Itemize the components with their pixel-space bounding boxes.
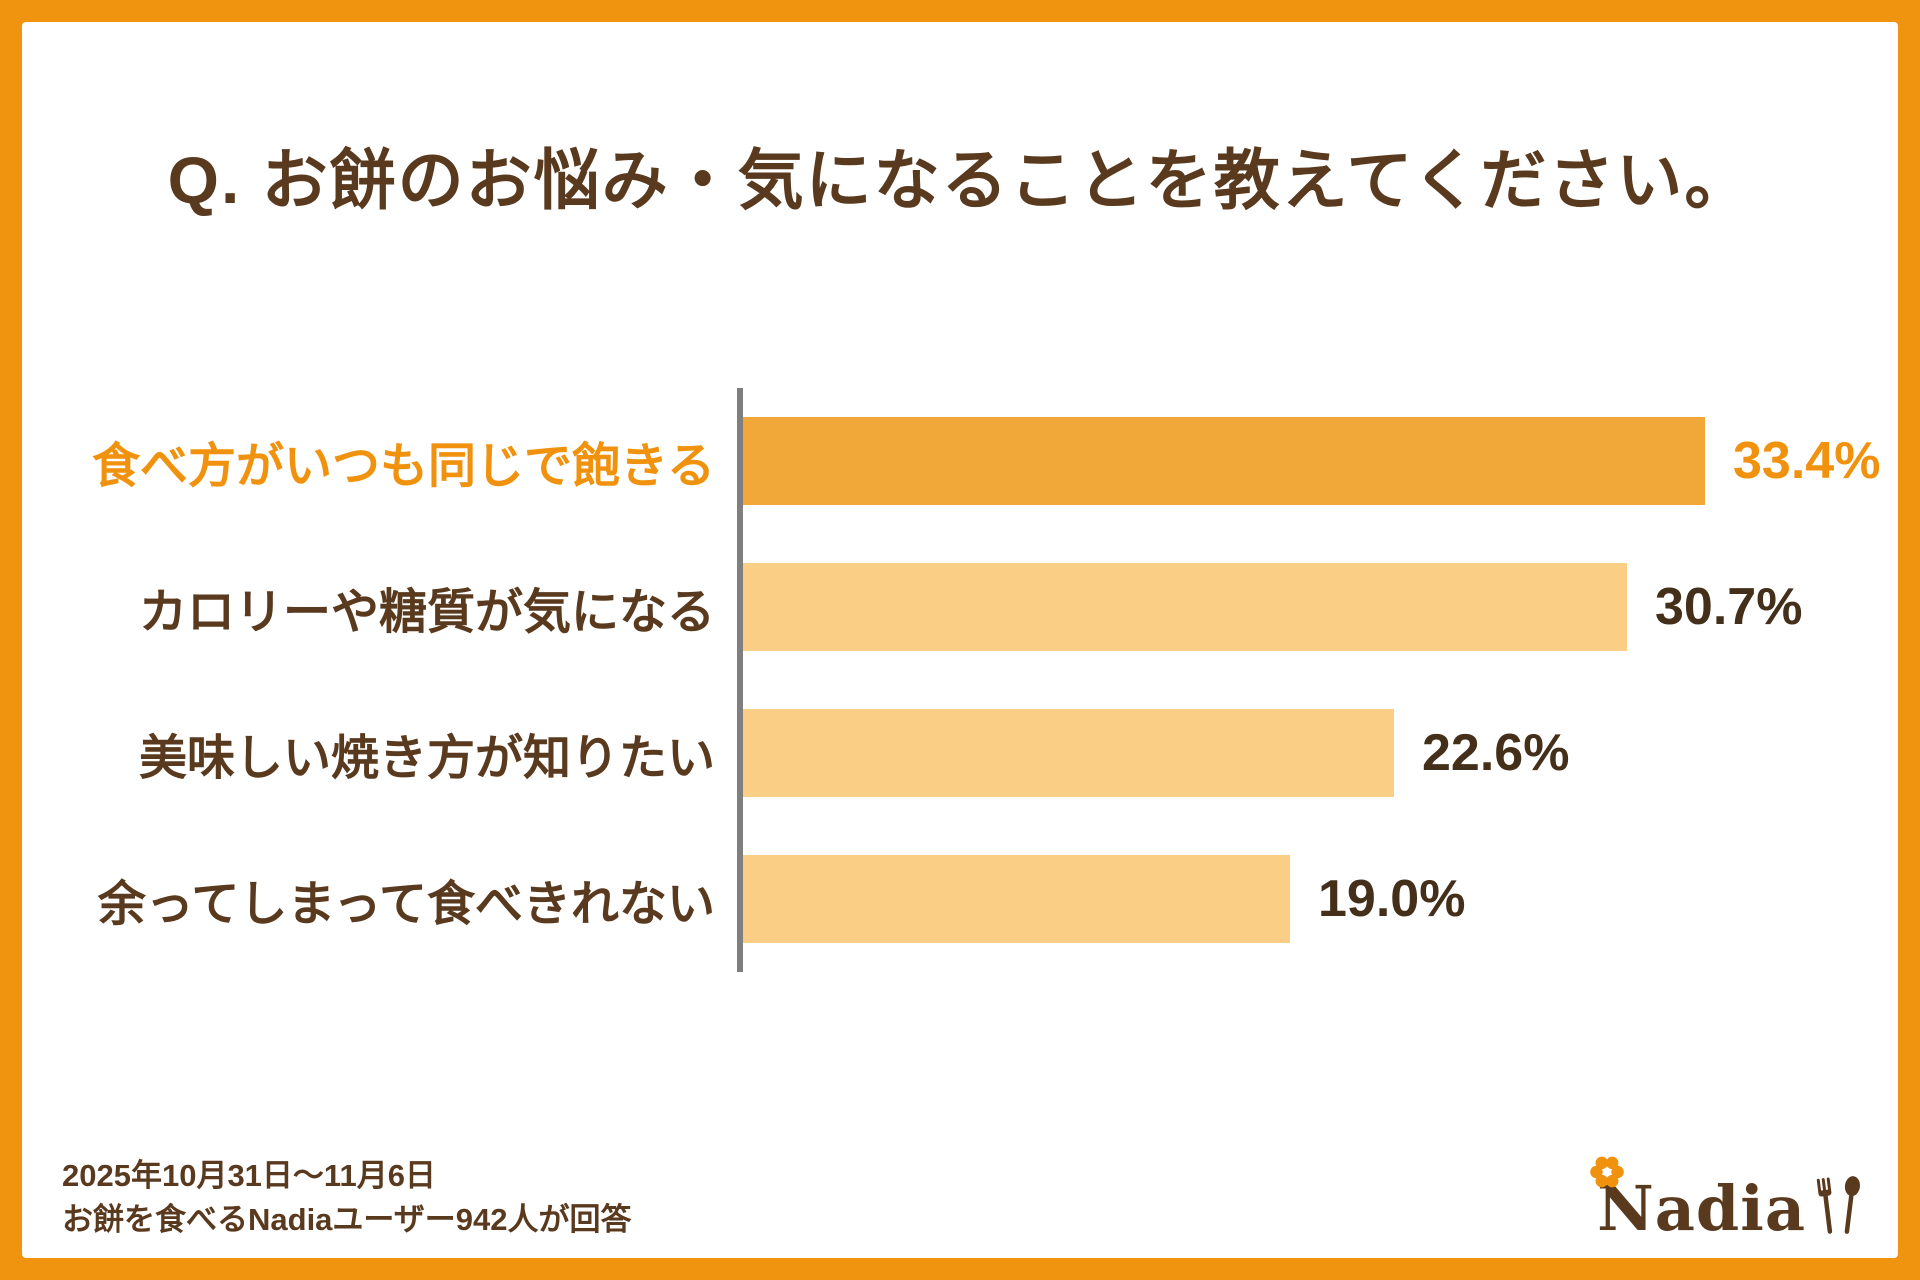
category-label: 美味しい焼き方が知りたい xyxy=(138,732,715,785)
bar-area: 19.0% xyxy=(737,826,1898,972)
flower-icon xyxy=(1590,1156,1624,1188)
category-label: 余ってしまって食べきれない xyxy=(97,878,715,931)
bar-area: 22.6% xyxy=(737,680,1898,826)
logo-text: Nadia xyxy=(1590,1156,1806,1240)
bar-value-label: 22.6% xyxy=(1422,724,1570,782)
chart-row: カロリーや糖質が気になる 30.7% xyxy=(22,534,1898,680)
bar-area: 33.4% xyxy=(737,388,1898,534)
bar xyxy=(743,417,1705,505)
category-label: 食べ方がいつも同じで飽きる xyxy=(91,440,715,493)
chart-row: 食べ方がいつも同じで飽きる 33.4% xyxy=(22,388,1898,534)
page-title: Q. お餅のお悩み・気になることを教えてください。 xyxy=(167,143,1753,217)
bar-chart: 食べ方がいつも同じで飽きる 33.4% カロリーや糖質が気になる 30.7% 美… xyxy=(22,388,1898,972)
chart-row: 美味しい焼き方が知りたい 22.6% xyxy=(22,680,1898,826)
nadia-logo: Nadia xyxy=(1590,1148,1864,1240)
infographic-canvas: Q. お餅のお悩み・気になることを教えてください。 食べ方がいつも同じで飽きる … xyxy=(22,22,1898,1258)
bar-area: 30.7% xyxy=(737,534,1898,680)
survey-period: 2025年10月31日〜11月6日 xyxy=(62,1157,436,1193)
bar xyxy=(743,563,1627,651)
bar-value-label: 33.4% xyxy=(1733,432,1881,490)
footer: 2025年10月31日〜11月6日 お餅を食べるNadiaユーザー942人が回答 xyxy=(62,1154,632,1242)
bar-value-label: 19.0% xyxy=(1318,870,1466,928)
chart-row: 余ってしまって食べきれない 19.0% xyxy=(22,826,1898,972)
bar-value-label: 30.7% xyxy=(1655,578,1803,636)
bar xyxy=(743,709,1394,797)
category-label: カロリーや糖質が気になる xyxy=(138,586,715,639)
bar xyxy=(743,855,1290,943)
survey-respondents: お餅を食べるNadiaユーザー942人が回答 xyxy=(62,1201,632,1237)
fork-and-spoon-icon xyxy=(1816,1176,1860,1234)
